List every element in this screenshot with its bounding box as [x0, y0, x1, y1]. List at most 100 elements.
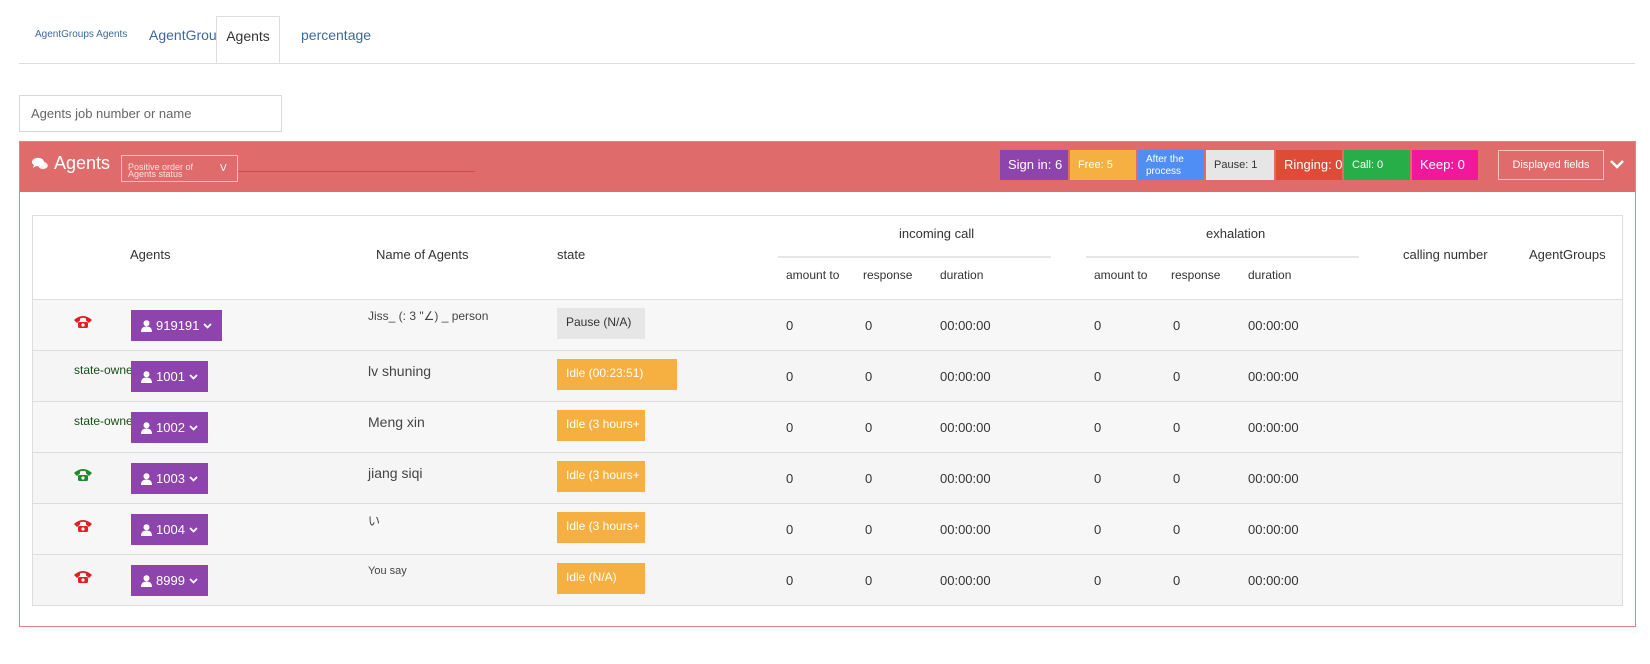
badge-keep[interactable]: Keep: 0	[1412, 150, 1478, 180]
agent-name: You say	[368, 565, 407, 577]
phone-red-icon	[73, 517, 93, 538]
agent-dropdown-button[interactable]: 1004	[131, 514, 208, 545]
agent-number: 8999	[156, 573, 185, 588]
displayed-fields-button[interactable]: Displayed fields	[1498, 150, 1604, 180]
agent-dropdown-button[interactable]: 8999	[131, 565, 208, 596]
comments-icon	[32, 157, 48, 171]
state-owned-label: state-owned	[74, 363, 140, 377]
agent-number: 1002	[156, 420, 185, 435]
in-response-cell: 0	[865, 369, 873, 384]
badge-ringing[interactable]: Ringing: 0	[1276, 150, 1342, 180]
in-duration-cell: 00:00:00	[940, 522, 991, 537]
ex-amount-cell: 0	[1094, 420, 1102, 435]
in-amount-cell: 0	[786, 522, 794, 537]
panel-title-text: Agents	[54, 153, 111, 173]
header-calling-number: calling number	[1403, 247, 1488, 262]
ex-duration-cell: 00:00:00	[1248, 318, 1299, 333]
ex-amount-cell: 0	[1094, 471, 1102, 486]
tab-agentgroups[interactable]: AgentGroups	[149, 27, 232, 43]
agent-number: 1003	[156, 471, 185, 486]
user-icon	[141, 319, 152, 332]
header-in-duration: duration	[940, 268, 984, 282]
chevron-down-icon	[203, 323, 213, 329]
in-response-cell: 0	[865, 573, 873, 588]
agent-search-input[interactable]	[19, 95, 282, 132]
agent-dropdown-button[interactable]: 1001	[131, 361, 208, 392]
ex-duration-cell: 00:00:00	[1248, 420, 1299, 435]
header-name: Name of Agents	[376, 247, 469, 262]
chevron-down-icon[interactable]	[1608, 155, 1626, 178]
agents-table: Agents Name of Agents state incoming cal…	[32, 215, 1623, 606]
header-in-response: response	[863, 268, 913, 282]
phone-green-icon	[73, 466, 93, 487]
in-amount-cell: 0	[786, 318, 794, 333]
header-incoming-call: incoming call	[899, 226, 975, 241]
in-duration-cell: 00:00:00	[940, 369, 991, 384]
status-badge: Idle (00:23:51)	[557, 359, 677, 390]
status-badge: Idle (3 hours+	[557, 512, 645, 543]
in-duration-cell: 00:00:00	[940, 471, 991, 486]
ex-response-cell: 0	[1173, 369, 1181, 384]
in-duration-cell: 00:00:00	[940, 573, 991, 588]
in-amount-cell: 0	[786, 369, 794, 384]
phone-red-icon	[73, 568, 93, 589]
badge-free[interactable]: Free: 5	[1070, 150, 1136, 180]
user-icon	[141, 472, 152, 485]
agent-name: Jiss_ (: 3 "∠) _ person	[368, 309, 489, 323]
sort-label-line1: Positive order of	[128, 162, 194, 172]
table-header: Agents Name of Agents state incoming cal…	[33, 216, 1622, 300]
table-row: 919191 Jiss_ (: 3 "∠) _ person Pause (N/…	[33, 300, 1622, 351]
ex-response-cell: 0	[1173, 522, 1181, 537]
agent-dropdown-button[interactable]: 1003	[131, 463, 208, 494]
header-ex-amount: amount to	[1094, 268, 1148, 282]
header-state: state	[557, 247, 586, 262]
in-response-cell: 0	[865, 420, 873, 435]
panel-title: Agents	[32, 153, 110, 174]
panel-header: Agents Positive order of Agents status V…	[20, 142, 1635, 192]
badge-sign-in[interactable]: Sign in: 6	[1000, 150, 1068, 180]
ex-duration-cell: 00:00:00	[1248, 369, 1299, 384]
header-ex-duration: duration	[1248, 268, 1292, 282]
agent-number: 919191	[156, 318, 200, 333]
header-in-amount: amount to	[786, 268, 840, 282]
status-badge: Idle (N/A)	[557, 563, 645, 594]
breadcrumb: AgentGroups Agents	[35, 29, 128, 40]
header-agents: Agents	[130, 247, 171, 262]
divider	[1086, 256, 1359, 258]
table-row: 8999 You say Idle (N/A) 0 0 00:00:00 0 0…	[33, 555, 1622, 605]
badge-pause[interactable]: Pause: 1	[1206, 150, 1274, 180]
agent-name: い	[368, 514, 381, 528]
badge-after-process[interactable]: After the process	[1138, 150, 1204, 180]
user-icon	[141, 370, 152, 383]
header-ex-response: response	[1171, 268, 1221, 282]
chevron-down-icon	[189, 476, 198, 482]
in-response-cell: 0	[865, 318, 873, 333]
in-amount-cell: 0	[786, 420, 794, 435]
tab-agents[interactable]: Agents	[216, 16, 280, 63]
phone-red-icon	[73, 313, 93, 334]
tab-bar: AgentGroups Agents AgentGroups Agents pe…	[19, 16, 1635, 64]
table-row: 1004 い Idle (3 hours+ 0 0 00:00:00 0 0 0…	[33, 504, 1622, 555]
ex-duration-cell: 00:00:00	[1248, 471, 1299, 486]
in-response-cell: 0	[865, 522, 873, 537]
ex-response-cell: 0	[1173, 420, 1181, 435]
state-owned-label: state-owned	[74, 414, 140, 428]
status-badge: Pause (N/A)	[557, 308, 645, 339]
agent-dropdown-button[interactable]: 1002	[131, 412, 208, 443]
agent-number: 1004	[156, 522, 185, 537]
ex-amount-cell: 0	[1094, 573, 1102, 588]
ex-response-cell: 0	[1173, 318, 1181, 333]
ex-response-cell: 0	[1173, 471, 1181, 486]
badge-call[interactable]: Call: 0	[1344, 150, 1410, 180]
status-badge: Idle (3 hours+	[557, 461, 645, 492]
ex-duration-cell: 00:00:00	[1248, 522, 1299, 537]
user-icon	[141, 523, 152, 536]
agent-dropdown-button[interactable]: 919191	[131, 310, 223, 341]
ex-amount-cell: 0	[1094, 522, 1102, 537]
agents-panel: Agents Positive order of Agents status V…	[19, 141, 1636, 627]
agent-name: jiang siqi	[368, 465, 423, 481]
in-duration-cell: 00:00:00	[940, 420, 991, 435]
tab-percentage[interactable]: percentage	[301, 27, 372, 43]
sort-order-select[interactable]: Positive order of Agents status V	[121, 155, 238, 182]
agent-name: Meng xin	[368, 414, 425, 430]
